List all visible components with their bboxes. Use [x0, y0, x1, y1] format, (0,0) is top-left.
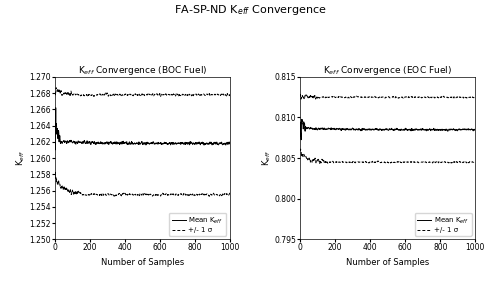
+/- 1 σ	[129, 93, 135, 97]
Mean K$_{eff}$	[298, 126, 304, 129]
Mean K$_{eff}$	[298, 118, 304, 121]
+/- 1 σ	[192, 92, 198, 96]
Mean K$_{eff}$	[192, 142, 198, 146]
Y-axis label: K$_{eff}$: K$_{eff}$	[260, 150, 273, 166]
Line: Mean K$_{eff}$: Mean K$_{eff}$	[300, 119, 476, 140]
+/- 1 σ	[123, 92, 129, 96]
Mean K$_{eff}$	[375, 128, 381, 132]
+/- 1 σ	[374, 96, 380, 99]
+/- 1 σ	[472, 96, 478, 100]
Line: +/- 1 σ: +/- 1 σ	[55, 88, 230, 96]
Mean K$_{eff}$	[472, 127, 478, 131]
Mean K$_{eff}$	[188, 141, 194, 144]
Mean K$_{eff}$	[316, 126, 322, 130]
Mean K$_{eff}$	[368, 128, 374, 132]
Mean K$_{eff}$	[434, 128, 440, 131]
Mean K$_{eff}$	[418, 127, 424, 131]
+/- 1 σ	[298, 98, 304, 101]
+/- 1 σ	[54, 86, 60, 89]
Legend: Mean K$_{eff}$, +/- 1 σ: Mean K$_{eff}$, +/- 1 σ	[169, 213, 226, 236]
+/- 1 σ	[67, 95, 73, 98]
+/- 1 σ	[418, 96, 424, 99]
Line: +/- 1 σ: +/- 1 σ	[300, 94, 476, 99]
Mean K$_{eff}$	[123, 141, 129, 144]
+/- 1 σ	[188, 94, 194, 97]
Mean K$_{eff}$	[52, 148, 58, 152]
Legend: Mean K$_{eff}$, +/- 1 σ: Mean K$_{eff}$, +/- 1 σ	[414, 213, 472, 236]
+/- 1 σ	[298, 92, 304, 96]
Mean K$_{eff}$	[227, 140, 233, 144]
X-axis label: Number of Samples: Number of Samples	[100, 258, 184, 267]
+/- 1 σ	[227, 92, 233, 96]
+/- 1 σ	[434, 96, 440, 99]
X-axis label: Number of Samples: Number of Samples	[346, 258, 430, 267]
Mean K$_{eff}$	[52, 141, 58, 144]
Mean K$_{eff}$	[438, 129, 444, 132]
Mean K$_{eff}$	[129, 141, 135, 144]
+/- 1 σ	[52, 92, 58, 95]
Text: FA-SP-ND K$_{eff}$ Convergence: FA-SP-ND K$_{eff}$ Convergence	[174, 3, 326, 17]
+/- 1 σ	[172, 94, 178, 97]
Line: Mean K$_{eff}$: Mean K$_{eff}$	[55, 108, 230, 150]
Mean K$_{eff}$	[298, 138, 304, 141]
Title: K$_{eff}$ Convergence (EOC Fuel): K$_{eff}$ Convergence (EOC Fuel)	[324, 64, 452, 77]
+/- 1 σ	[368, 95, 374, 99]
Mean K$_{eff}$	[172, 142, 178, 145]
+/- 1 σ	[70, 93, 76, 97]
Y-axis label: K$_{eff}$: K$_{eff}$	[15, 150, 28, 166]
Mean K$_{eff}$	[70, 141, 76, 144]
+/- 1 σ	[437, 96, 443, 99]
Mean K$_{eff}$	[52, 106, 59, 109]
Title: K$_{eff}$ Convergence (BOC Fuel): K$_{eff}$ Convergence (BOC Fuel)	[78, 64, 207, 77]
+/- 1 σ	[316, 96, 322, 99]
